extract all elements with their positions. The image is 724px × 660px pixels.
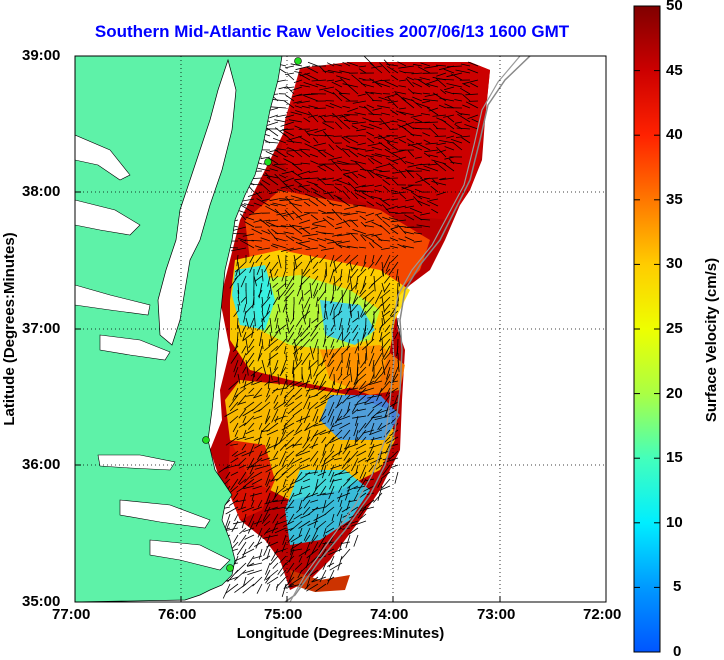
x-tick-label: 73:00: [477, 606, 515, 623]
velocity-arrow: [386, 178, 398, 179]
colorbar-tick-label: 35: [666, 191, 683, 208]
station-marker[interactable]: [203, 437, 210, 444]
colorbar-tick-label: 45: [666, 62, 683, 79]
velocity-arrow: [415, 129, 430, 130]
station-marker[interactable]: [227, 565, 234, 572]
velocity-arrow: [237, 234, 246, 235]
colorbar-tick-label: 40: [666, 126, 683, 143]
velocity-arrow: [344, 115, 358, 116]
velocity-arrow: [407, 171, 422, 172]
y-tick-label: 36:00: [22, 456, 60, 473]
station-marker[interactable]: [265, 159, 272, 166]
colorbar-tick-label: 10: [666, 514, 683, 531]
y-tick-label: 35:00: [22, 593, 60, 610]
velocity-arrow: [407, 227, 422, 228]
velocity-arrow: [254, 367, 255, 377]
colorbar-label: Surface Velocity (cm/s): [703, 258, 720, 422]
station-marker[interactable]: [295, 58, 302, 65]
x-tick-label: 72:00: [583, 606, 621, 623]
x-tick-label: 75:00: [264, 606, 302, 623]
velocity-arrow: [246, 290, 247, 304]
velocity-arrow: [435, 136, 446, 137]
colorbar-tick-label: 20: [666, 385, 683, 402]
velocity-arrow: [358, 136, 366, 137]
colorbar-tick-label: 15: [666, 449, 683, 466]
colorbar-tick-label: 5: [673, 578, 681, 595]
velocity-arrow: [404, 73, 414, 74]
y-tick-label: 38:00: [22, 183, 60, 200]
x-tick-label: 74:00: [370, 606, 408, 623]
y-tick-label: 39:00: [22, 47, 60, 64]
x-axis-label: Longitude (Degrees:Minutes): [75, 625, 606, 642]
colorbar-tick-label: 0: [673, 643, 681, 660]
colorbar-tick-label: 25: [666, 320, 683, 337]
velocity-arrow: [382, 318, 383, 325]
y-axis-label: Latitude (Degrees:Minutes): [1, 232, 18, 425]
colorbar-tick-label: 30: [666, 255, 683, 272]
y-tick-label: 37:00: [22, 320, 60, 337]
x-tick-label: 76:00: [158, 606, 196, 623]
colorbar-tick-label: 50: [666, 0, 683, 14]
velocity-arrow: [366, 318, 367, 331]
